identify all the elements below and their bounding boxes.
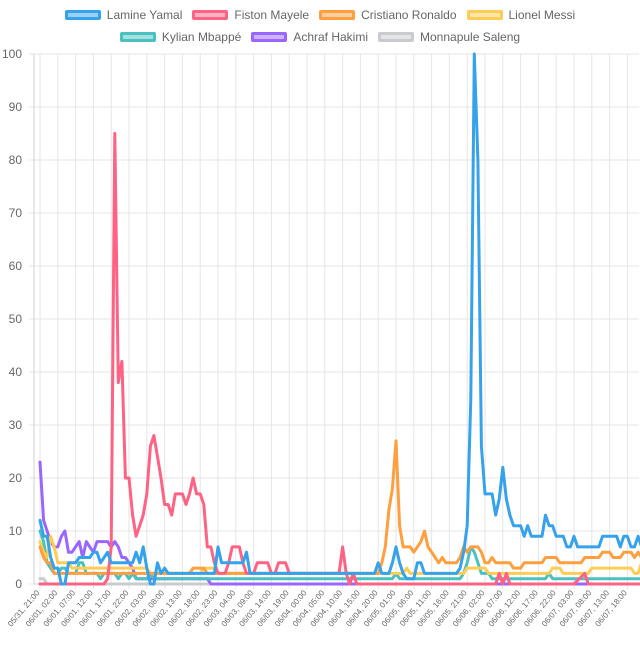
legend-swatch	[466, 10, 503, 20]
grid	[29, 53, 639, 589]
series-line[interactable]	[38, 529, 640, 581]
legend-label: Lionel Messi	[508, 8, 576, 22]
legend-item[interactable]: Fiston Mayele	[192, 8, 309, 22]
legend-item[interactable]: Kylian Mbappé	[119, 30, 242, 44]
legend-swatch	[251, 32, 288, 42]
legend-item[interactable]: Achraf Hakimi	[251, 30, 368, 44]
y-tick-label: 30	[9, 418, 23, 432]
legend: Lamine Yamal Fiston Mayele Cristiano Ronal…	[0, 4, 640, 48]
legend-label: Lamine Yamal	[106, 8, 183, 22]
series-line[interactable]	[38, 52, 640, 586]
legend-item[interactable]: Cristiano Ronaldo	[319, 8, 457, 22]
legend-swatch	[64, 10, 101, 20]
y-tick-label: 20	[9, 471, 23, 485]
legend-label: Achraf Hakimi	[293, 30, 368, 44]
legend-swatch	[192, 10, 229, 20]
y-tick-label: 10	[9, 524, 23, 538]
series-group	[38, 52, 640, 586]
y-tick-label: 70	[9, 206, 23, 220]
legend-label: Cristiano Ronaldo	[361, 8, 457, 22]
y-tick-label: 60	[9, 259, 23, 273]
y-tick-label: 80	[9, 153, 23, 167]
legend-row: Kylian Mbappé Achraf Hakimi Monnapule Sale…	[0, 26, 640, 48]
legend-item[interactable]: Lionel Messi	[466, 8, 576, 22]
y-tick-label: 0	[15, 577, 22, 591]
legend-row: Lamine Yamal Fiston Mayele Cristiano Ronal…	[0, 4, 640, 26]
legend-swatch	[119, 32, 156, 42]
legend-label: Fiston Mayele	[234, 8, 310, 22]
y-tick-label: 40	[9, 365, 23, 379]
y-tick-label: 100	[2, 47, 22, 61]
legend-swatch	[319, 10, 356, 20]
legend-label: Kylian Mbappé	[161, 30, 242, 44]
legend-item[interactable]: Monnapule Saleng	[378, 30, 520, 44]
legend-swatch	[378, 32, 414, 42]
legend-item[interactable]: Lamine Yamal	[64, 8, 183, 22]
series-line[interactable]	[38, 132, 640, 586]
y-tick-label: 50	[9, 312, 23, 326]
y-tick-label: 90	[9, 100, 23, 114]
legend-label: Monnapule Saleng	[420, 30, 521, 44]
series-line[interactable]	[38, 439, 640, 575]
y-axis-ticks: 0 10 20 30 40 50 60 70 80 90 100	[2, 47, 22, 591]
